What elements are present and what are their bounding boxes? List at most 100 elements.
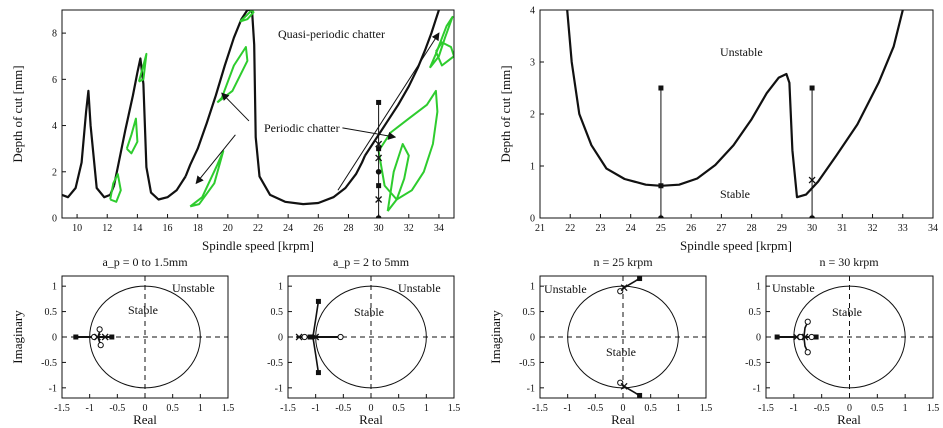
data-point-square [658, 85, 664, 91]
chatter-region-line [109, 173, 122, 203]
annotation-unstable: Unstable [172, 281, 215, 295]
plot-title: a_p = 2 to 5mm [333, 255, 410, 269]
y-tick-label: 1 [52, 282, 57, 293]
annotation-unstable: Unstable [772, 281, 815, 295]
y-axis-label: Imaginary [10, 310, 25, 364]
x-tick-label: 21 [535, 223, 545, 234]
x-tick-label: 0.5 [392, 403, 405, 414]
eigenvalue-branch [312, 301, 320, 338]
annotation-arrow [337, 32, 440, 191]
x-tick-label: 33 [898, 223, 908, 234]
chatter-region-line [239, 10, 255, 23]
y-tick-label: 2 [530, 110, 535, 121]
x-tick-label: -1 [311, 403, 319, 414]
plot-title: n = 25 krpm [593, 255, 653, 269]
x-tick-label: -1 [790, 403, 798, 414]
nyquist-plot-3: -1.5 -1 -0.5 0 0.5 1 1.5 -1 -0.5 0 0.5 1 n = 25 krp… [488, 255, 712, 427]
y-tick-label: 0 [530, 214, 535, 225]
y-tick-label: 1 [530, 282, 535, 293]
x-tick-label: 16 [163, 223, 173, 234]
y-axis-label: Imaginary [488, 310, 503, 364]
x-tick-label: 34 [928, 223, 938, 234]
x-tick-label: 30 [374, 223, 384, 234]
y-tick-label: 0 [530, 333, 535, 344]
chatter-region-line [434, 41, 454, 67]
y-tick-label: 4 [530, 6, 535, 17]
y-tick-label: 6 [52, 75, 57, 86]
nyquist-plot-2: -1.5 -1 -0.5 0 0.5 1 1.5 -1 -0.5 0 0.5 1 a_p = 2 to… [267, 255, 460, 427]
annotation-arrow [195, 134, 236, 185]
y-tick-label: 0.5 [45, 307, 58, 318]
x-tick-label: 28 [343, 223, 353, 234]
chatter-region-line [125, 117, 139, 155]
annotation-quasi-periodic: Quasi-periodic chatter [278, 27, 385, 41]
annotation-stable: Stable [720, 187, 750, 201]
x-tick-label: 0 [143, 403, 148, 414]
data-point-cross [101, 333, 109, 341]
y-tick-label: -0.5 [519, 358, 535, 369]
x-tick-label: 24 [626, 223, 636, 234]
data-point-square [637, 392, 643, 398]
x-axis-label: Real [837, 412, 861, 427]
data-point-cross [312, 333, 320, 341]
data-point-square [376, 183, 382, 189]
data-point-cross [295, 333, 303, 341]
plot-title: n = 30 krpm [819, 255, 879, 269]
x-tick-label: 34 [434, 223, 444, 234]
annotation-stable: Stable [606, 345, 636, 359]
x-tick-label: 1.5 [448, 403, 461, 414]
x-tick-label: 0.5 [166, 403, 179, 414]
y-tick-label: -0.5 [267, 358, 283, 369]
x-tick-label: 1 [903, 403, 908, 414]
x-tick-label: 0.5 [871, 403, 884, 414]
x-tick-label: 20 [223, 223, 233, 234]
x-axis-label: Spindle speed [krpm] [680, 238, 792, 253]
data-point-cross [375, 140, 383, 148]
data-point-square [813, 334, 819, 340]
x-tick-label: -1.5 [280, 403, 296, 414]
x-tick-label: 1 [424, 403, 429, 414]
x-tick-label: 0 [621, 403, 626, 414]
data-point-square [315, 298, 321, 304]
x-tick-label: 0 [847, 403, 852, 414]
x-tick-label: 12 [102, 223, 112, 234]
y-tick-label: -1 [753, 383, 761, 394]
x-tick-label: 23 [595, 223, 605, 234]
y-tick-label: 2 [52, 167, 57, 178]
y-tick-label: -1 [275, 383, 283, 394]
stability-lobe-line [62, 89, 116, 199]
y-tick-label: 3 [530, 58, 535, 69]
data-point-cross [808, 176, 816, 184]
eigenvalue-branch [312, 336, 320, 373]
x-tick-label: 29 [777, 223, 787, 234]
x-axis-label: Real [359, 412, 383, 427]
data-point-square [658, 183, 664, 189]
x-tick-label: -0.5 [109, 403, 125, 414]
annotation-unstable: Unstable [544, 282, 587, 296]
data-point-cross [93, 333, 101, 341]
data-point-square [376, 146, 382, 152]
x-tick-label: 1 [198, 403, 203, 414]
x-axis-label: Real [611, 412, 635, 427]
data-point-square [774, 334, 780, 340]
x-axis-label: Real [133, 412, 157, 427]
y-tick-label: -1 [49, 383, 57, 394]
data-point-circle [375, 168, 382, 175]
y-axis-label: Depth of cut [mm] [10, 65, 25, 162]
y-tick-label: 8 [52, 29, 57, 40]
x-tick-label: 14 [132, 223, 142, 234]
stability-lobe-line [364, 10, 440, 157]
annotation-stable: Stable [832, 305, 862, 319]
annotation-unstable: Unstable [720, 45, 763, 59]
y-tick-label: -1 [527, 383, 535, 394]
data-point-square [637, 276, 643, 282]
y-tick-label: 0 [278, 333, 283, 344]
data-point-circle [301, 333, 308, 341]
y-tick-label: 4 [52, 121, 57, 132]
y-tick-label: 0.5 [749, 307, 762, 318]
x-tick-label: -0.5 [587, 403, 603, 414]
x-tick-label: 25 [656, 223, 666, 234]
